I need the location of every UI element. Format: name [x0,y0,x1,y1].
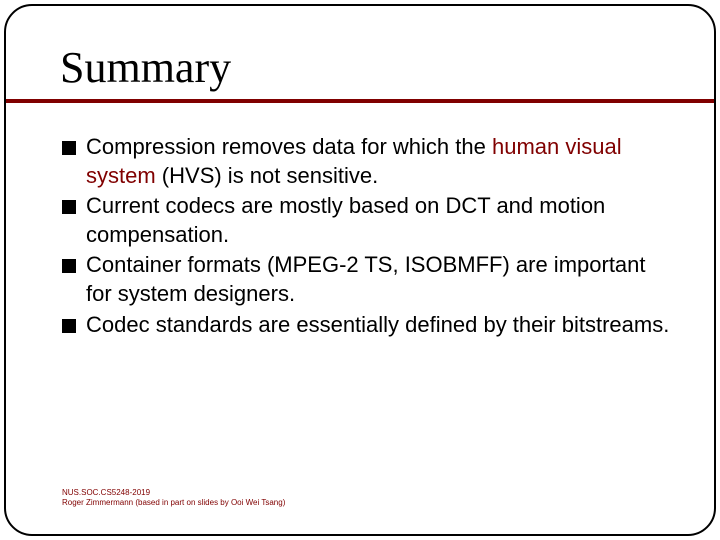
slide-title: Summary [60,42,670,93]
bullet-text-pre: Compression removes data for which the [86,134,492,159]
square-bullet-icon [62,200,76,214]
footer-line-1: NUS.SOC.CS5248-2019 [62,488,285,498]
bullet-text: Current codecs are mostly based on DCT a… [86,192,670,249]
bullet-text-pre: Codec standards are essentially defined … [86,312,669,337]
list-item: Container formats (MPEG-2 TS, ISOBMFF) a… [62,251,670,308]
bullet-text-pre: Current codecs are mostly based on DCT a… [86,193,605,247]
square-bullet-icon [62,259,76,273]
title-underline [6,99,714,103]
footer-line-2: Roger Zimmermann (based in part on slide… [62,498,285,508]
bullet-text: Compression removes data for which the h… [86,133,670,190]
list-item: Compression removes data for which the h… [62,133,670,190]
square-bullet-icon [62,319,76,333]
bullet-text: Container formats (MPEG-2 TS, ISOBMFF) a… [86,251,670,308]
bullet-list: Compression removes data for which the h… [62,133,670,339]
bullet-text-pre: Container formats (MPEG-2 TS, ISOBMFF) a… [86,252,646,306]
list-item: Codec standards are essentially defined … [62,311,670,340]
square-bullet-icon [62,141,76,155]
slide-frame: Summary Compression removes data for whi… [4,4,716,536]
slide-footer: NUS.SOC.CS5248-2019 Roger Zimmermann (ba… [62,488,285,508]
list-item: Current codecs are mostly based on DCT a… [62,192,670,249]
bullet-text-post: (HVS) is not sensitive. [156,163,379,188]
bullet-text: Codec standards are essentially defined … [86,311,669,340]
